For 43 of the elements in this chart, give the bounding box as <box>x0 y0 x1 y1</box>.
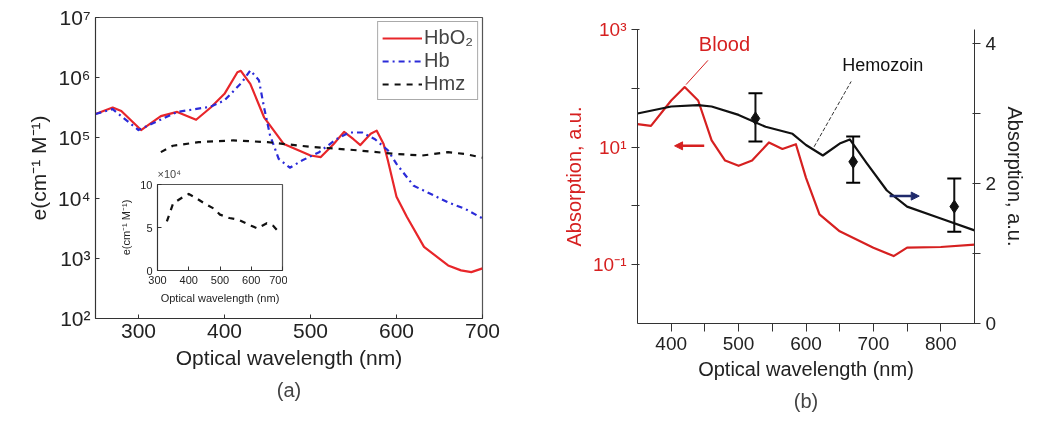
legend-label: Hmz <box>424 72 466 95</box>
x-tick-label: 600 <box>790 332 822 354</box>
legend-label: Hb <box>424 49 450 72</box>
x-tick-label: 400 <box>655 332 688 354</box>
x-tick-label: 800 <box>924 332 957 354</box>
y-axis-title: e(cm⁻¹ M⁻¹) <box>27 115 51 221</box>
x-tick-label: 400 <box>206 318 243 342</box>
y-tick-label: 10⁶ <box>58 66 91 90</box>
x-tick-label: 700 <box>857 332 890 354</box>
x-tick-label: 600 <box>378 318 415 342</box>
y2-tick-label: 2 <box>985 173 997 194</box>
x-tick-label: 500 <box>722 332 755 354</box>
annotation: Blood <box>698 32 751 55</box>
x-tick-label: 700 <box>464 318 501 342</box>
y-axis-title: Absorption, a.u. <box>563 106 586 247</box>
text: (b) <box>793 389 819 412</box>
y-tick-label: 10² <box>60 307 91 330</box>
annotation: Hemozoin <box>842 55 924 76</box>
x-tick-label: 400 <box>179 273 198 286</box>
y2-tick-label: 4 <box>985 33 997 54</box>
y-tick-label: 10³ <box>599 19 627 40</box>
x-axis-title: Optical wavelength (nm) <box>175 345 403 369</box>
x-tick-label: 600 <box>242 273 261 286</box>
y2-tick-label: 0 <box>985 313 997 334</box>
y-tick-label: 10⁵ <box>58 126 91 150</box>
y-tick-label: 10⁻¹ <box>593 254 627 276</box>
annotation: ×10⁴ <box>157 167 182 180</box>
x-tick-label: 500 <box>210 273 230 286</box>
y-tick-label: 5 <box>146 221 153 234</box>
x-tick-label: 500 <box>292 318 329 342</box>
legend-label: HbO₂ <box>424 26 473 49</box>
y-tick-label: 10⁷ <box>59 6 91 29</box>
x-axis-title: Optical wavelength (nm) <box>698 357 914 380</box>
y-tick-label: 10¹ <box>599 136 627 158</box>
y-tick-label: 10⁴ <box>58 186 91 210</box>
y2-axis-title: Absorption, a.u. <box>1004 106 1027 247</box>
y-axis-title: e(cm⁻¹ M⁻¹) <box>120 199 133 256</box>
x-tick-label: 700 <box>269 273 288 286</box>
x-tick-label: 300 <box>120 318 157 342</box>
y-tick-label: 10 <box>140 178 153 191</box>
text: (a) <box>276 378 302 401</box>
x-axis-title: Optical wavelength (nm) <box>160 291 280 304</box>
y-tick-label: 10³ <box>60 246 91 270</box>
